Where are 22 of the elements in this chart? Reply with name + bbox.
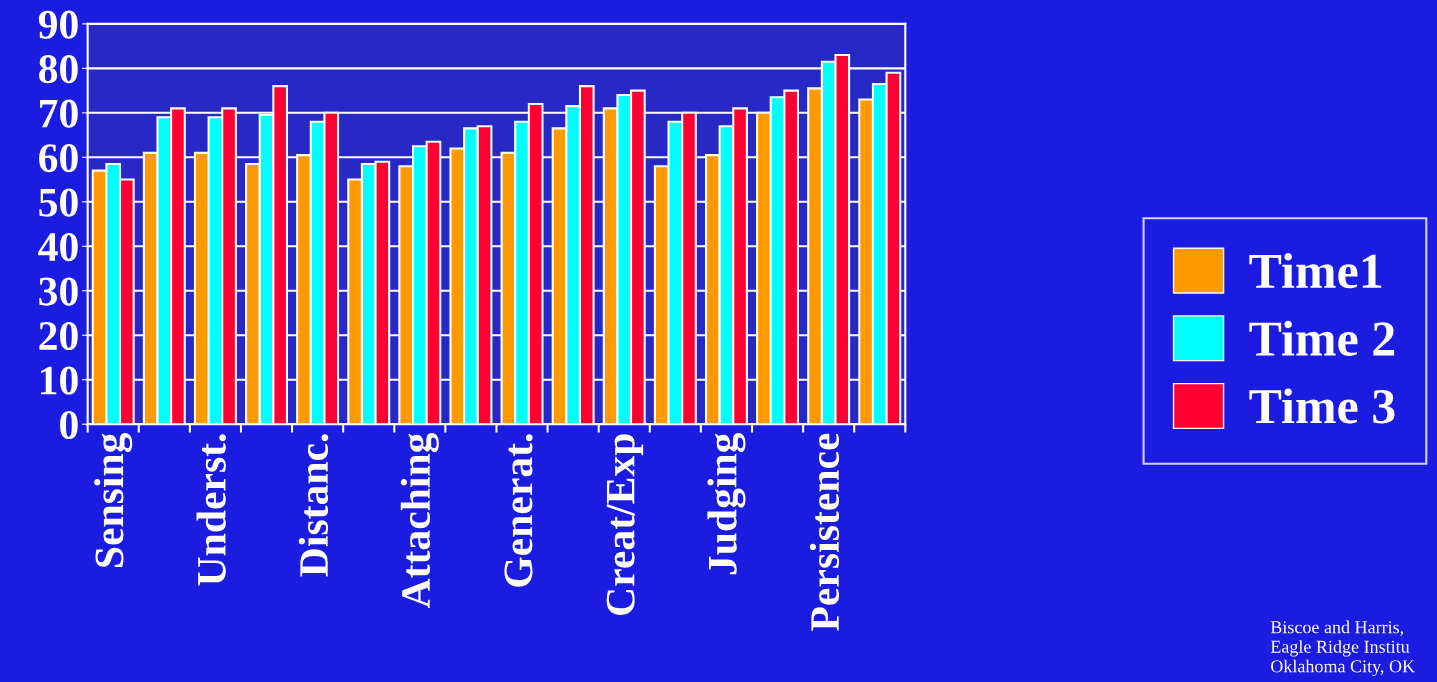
y-tick-label: 10 [41,366,78,395]
y-tick-label: 80 [39,55,78,84]
y-tick-label: 50 [39,188,78,217]
legend-label: Time 2 [1249,320,1395,356]
x-tick-label: Underst. [196,434,227,586]
y-tick-label: 20 [39,321,78,351]
legend-label: Time1 [1249,253,1382,289]
x-tick-label: Persistence [809,433,840,631]
y-tick-label: 90 [38,10,78,39]
x-tick-label: Attaching [400,432,439,609]
y-tick-label: 40 [38,233,78,262]
y-tick-label: 70 [40,99,78,128]
y-tick-label: 0 [60,410,78,440]
x-tick-label: Generat. [504,434,533,587]
x-tick-label: Judging [707,432,746,575]
x-tick-label: Sensing [94,432,133,567]
x-tick-label: Distanc. [298,434,329,577]
y-tick-label: 60 [39,144,78,173]
x-tick-label: Creat/Exp [606,434,644,615]
text: Biscoe and Harris, Eagle Ridge Institu Oklahoma City, OK [1270,620,1415,677]
legend-label: Time 3 [1249,388,1395,424]
y-tick-label: 30 [39,277,78,306]
